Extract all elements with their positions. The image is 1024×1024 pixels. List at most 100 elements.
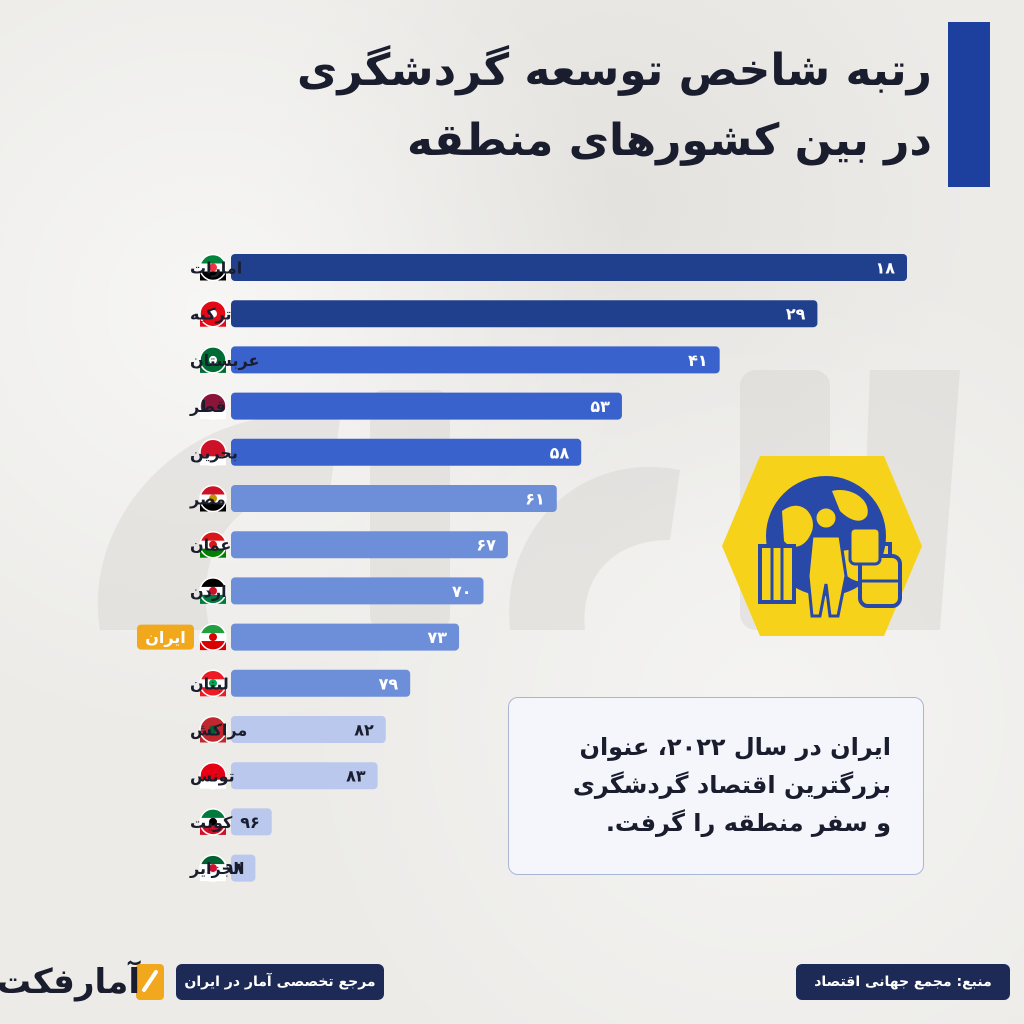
category-label: اردن <box>190 582 227 601</box>
flag-icon-stripe <box>200 363 226 373</box>
bar-value-label: ۷۰ <box>452 582 472 601</box>
source-badge: منبع: مجمع جهانی اقتصاد <box>796 964 1010 1000</box>
flag-icon <box>199 623 227 651</box>
category-label: تونس <box>190 767 235 786</box>
flag-icon-ring <box>199 669 227 698</box>
bar-value-label: ۲۹ <box>786 305 806 324</box>
flag-icon-stripe <box>200 641 226 651</box>
category-label: عمان <box>190 536 231 555</box>
flag-icon-emblem <box>209 448 217 457</box>
flag-icon-stripe <box>200 733 226 743</box>
category-label: امارات <box>190 259 242 278</box>
category-label-highlighted: ایران <box>145 628 186 647</box>
flag-icon-emblem <box>209 771 217 780</box>
bar-value-label: ۸۳ <box>346 767 366 786</box>
flag-icon-emblem <box>209 586 217 595</box>
category-label: بحرین <box>190 443 238 462</box>
flag-icon-emblem <box>209 494 217 503</box>
flag-icon-ring <box>199 392 227 420</box>
flag-icon <box>199 854 227 882</box>
flag-icon <box>199 253 227 282</box>
callout-line-1: ایران در سال ۲۰۲۲، عنوان <box>579 733 891 761</box>
bar-value-label: ۵۸ <box>550 443 570 462</box>
flag-icon-ring <box>199 299 227 328</box>
title-accent-bar <box>948 22 990 187</box>
flag-icon-stripe <box>200 456 226 466</box>
flag-icon <box>199 669 227 698</box>
highlight-badge <box>137 624 194 650</box>
callout-box: ایران در سال ۲۰۲۲، عنوان بزرگترین اقتصاد… <box>508 697 924 875</box>
flag-icon-ring <box>199 623 227 651</box>
flag-icon-ring <box>199 530 227 559</box>
flag-icon-emblem <box>209 263 217 272</box>
chart-bar <box>231 623 460 651</box>
flag-icon <box>199 715 227 744</box>
chart-bar <box>231 577 484 605</box>
chart-bar <box>231 808 272 836</box>
bar-value-label: ۶۱ <box>525 490 545 509</box>
flag-icon-ring <box>199 808 227 836</box>
flag-icon-ring <box>199 577 227 605</box>
category-label: مصر <box>189 490 226 509</box>
category-label: قطر <box>189 397 226 416</box>
flag-icon-ring <box>199 715 227 744</box>
flag-icon-emblem <box>209 864 217 873</box>
flag-icon-ring <box>199 253 227 282</box>
chart-bar <box>231 346 720 374</box>
chart-bar <box>231 762 378 790</box>
flag-icon-ring <box>199 854 227 882</box>
bar-value-label: ۱۸ <box>875 259 895 278</box>
flag-icon-stripe <box>200 825 226 835</box>
flag-icon-stripe <box>200 271 226 281</box>
page-title: رتبه شاخص توسعه گردشگری در بین کشورهای م… <box>232 36 932 176</box>
chart-bar <box>231 531 508 559</box>
flag-icon-emblem <box>209 725 217 734</box>
bar-chart: ۱۸ امارات ۲۹ ترکیه ۴۱ عربستان ۵۳ قطر ۵۸ بحرین ۶۱ مص… <box>137 253 907 882</box>
flag-icon-emblem <box>209 633 217 642</box>
amarfact-logo-icon <box>136 964 164 1000</box>
flag-icon-emblem <box>209 355 217 364</box>
flag-icon <box>199 484 227 513</box>
flag-icon-ring <box>199 761 227 790</box>
bar-value-label: ۵۳ <box>590 397 610 416</box>
flag-icon-stripe <box>200 502 226 512</box>
flag-icon-emblem <box>209 540 217 549</box>
flag-icon <box>199 346 227 374</box>
callout-line-3: و سفر منطقه را گرفت. <box>605 809 891 837</box>
brand-logo-text: آمارفکت <box>0 962 140 1002</box>
flag-icon-stripe <box>200 872 226 882</box>
flag-icon-stripe <box>200 779 226 789</box>
category-label: لبنان <box>190 674 229 693</box>
flag-icon <box>199 438 227 467</box>
chart-bar <box>231 669 411 697</box>
flag-icon-stripe <box>200 317 226 327</box>
bar-value-label: ۴۱ <box>688 351 708 370</box>
flag-icon <box>199 761 227 790</box>
chart-bar <box>231 716 386 743</box>
flag-icon <box>199 808 227 836</box>
flag-icon-emblem <box>209 309 217 318</box>
bar-value-label: ۷۹ <box>379 674 399 693</box>
flag-icon-emblem <box>209 402 217 411</box>
flag-icon-stripe <box>200 687 226 697</box>
bar-value-label: ۸۲ <box>354 721 374 740</box>
traveler-globe-icon <box>722 456 922 636</box>
chart-bar <box>231 854 256 882</box>
flag-icon-ring <box>199 438 227 467</box>
category-label: الجزایر <box>189 859 244 878</box>
flag-icon <box>199 530 227 559</box>
flag-icon <box>199 577 227 605</box>
category-label: کویت <box>190 813 233 832</box>
chart-bar <box>231 300 818 328</box>
chart-bar <box>231 485 557 512</box>
chart-bar <box>231 254 907 281</box>
chart-bar <box>231 392 622 420</box>
bar-value-label: ۷۳ <box>428 628 448 647</box>
flag-icon-ring <box>199 346 227 374</box>
category-label: مراکش <box>190 721 247 740</box>
flag-icon-stripe <box>200 410 226 420</box>
flag-icon-stripe <box>200 548 226 558</box>
category-label: ترکیه <box>190 305 232 324</box>
flag-icon <box>199 392 227 420</box>
title-line-2: در بین کشورهای منطقه <box>407 115 932 166</box>
